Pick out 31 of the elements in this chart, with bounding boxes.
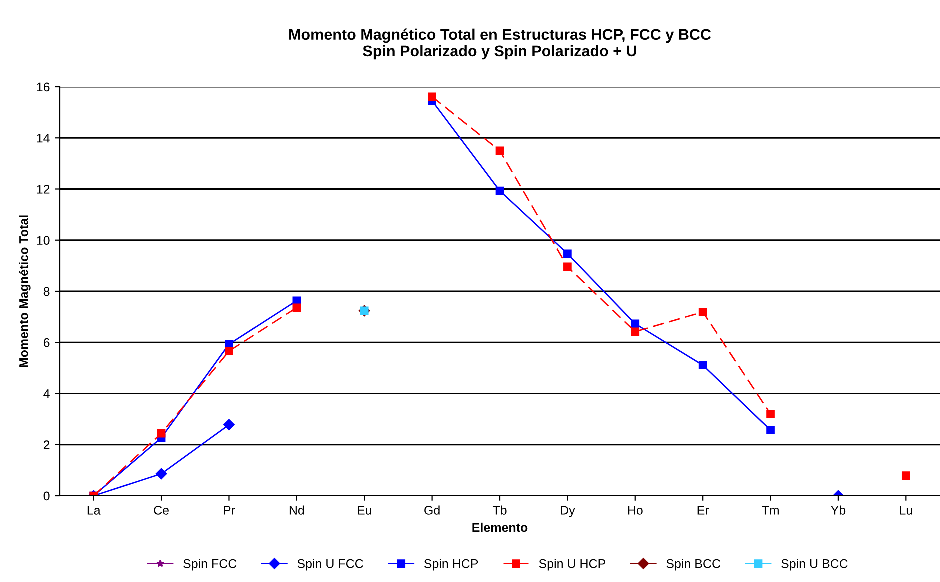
x-tick-label: Pr xyxy=(224,506,236,515)
y-tick-label: 6 xyxy=(44,338,50,348)
legend-label: Spin U FCC xyxy=(298,559,364,571)
legend-label: Spin U BCC xyxy=(782,559,848,571)
chart-title: Momento Magnético Total en Estructuras HCP, FCC y BCC Spin Polarizado y Spin Polarizado + U xyxy=(290,28,712,60)
x-tick-label: Tm xyxy=(762,506,779,515)
x-tick-label: La xyxy=(88,506,101,515)
x-tick-label: Ho xyxy=(628,506,643,515)
x-tick-label: Nd xyxy=(290,506,304,515)
legend-label: Spin BCC xyxy=(666,559,721,571)
x-tick-label: Ce xyxy=(154,506,169,515)
y-tick-label: 10 xyxy=(37,236,50,246)
x-tick-label: Gd xyxy=(424,506,440,515)
x-tick-label: Er xyxy=(698,506,710,515)
y-tick-label: 12 xyxy=(37,185,50,194)
legend-label: Spin HCP xyxy=(424,559,478,571)
y-tick-label: 8 xyxy=(44,287,50,296)
y-tick-label: 14 xyxy=(37,134,50,143)
y-tick-label: 2 xyxy=(44,440,50,450)
y-tick-label: 4 xyxy=(44,390,50,398)
x-tick-label: Tb xyxy=(492,506,507,515)
x-axis-title: Elemento xyxy=(472,522,528,532)
legend-label: Spin U HCP xyxy=(539,559,606,571)
x-tick-label: Eu xyxy=(358,506,372,515)
y-tick-label: 16 xyxy=(37,82,50,92)
legend-label: Spin FCC xyxy=(184,559,237,571)
y-tick-label: 0 xyxy=(44,492,50,501)
x-tick-label: Yb xyxy=(831,506,846,515)
x-tick-label: Lu xyxy=(900,506,912,515)
x-tick-label: Dy xyxy=(561,506,576,518)
y-axis-title: Momento Magnético Total xyxy=(19,216,31,368)
